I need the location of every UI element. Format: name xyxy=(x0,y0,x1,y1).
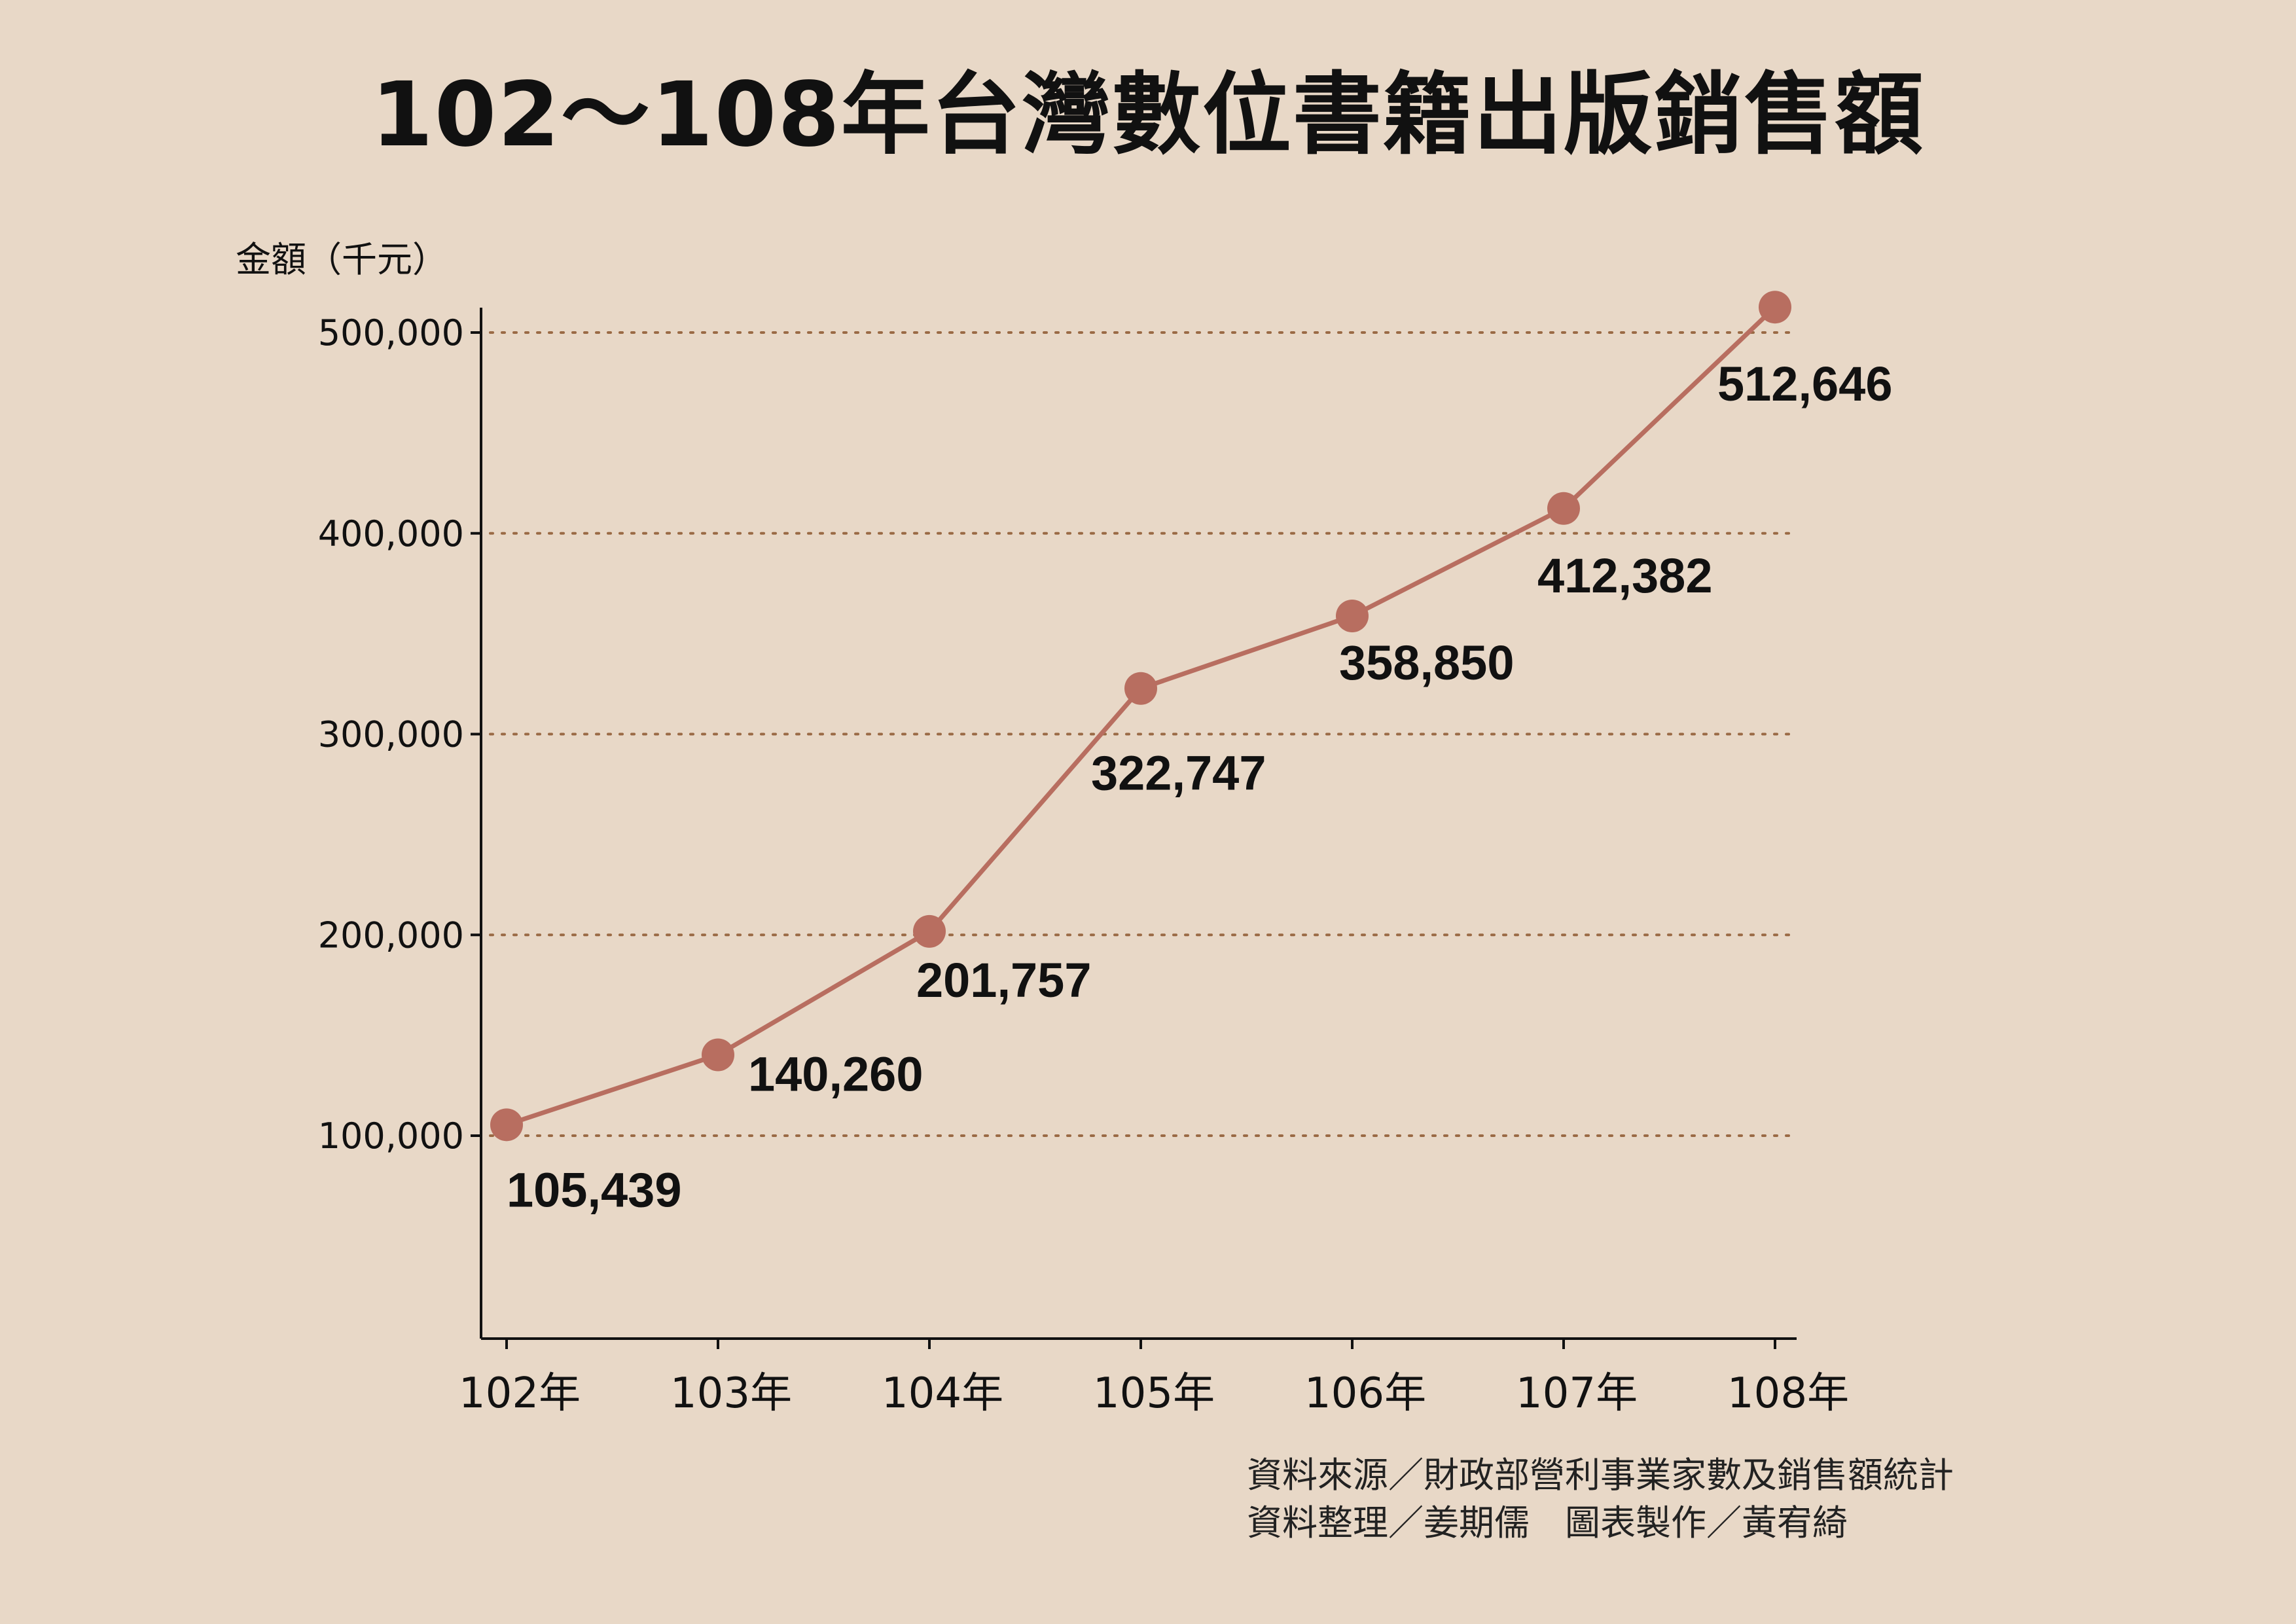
data-point xyxy=(702,1038,734,1072)
y-ticks: 100,000 200,000 300,000 400,000 500,000 xyxy=(318,312,481,1157)
data-label: 512,646 xyxy=(1717,357,1893,411)
x-tick-label: 108年 xyxy=(1727,1369,1849,1418)
data-point xyxy=(913,914,946,948)
series-line xyxy=(505,305,1777,1127)
y-tick-label: 100,000 xyxy=(318,1115,464,1157)
data-labels: 105,439 140,260 201,757 322,747 358,850 412,3… xyxy=(507,357,1893,1217)
data-point xyxy=(1124,672,1157,705)
data-label: 105,439 xyxy=(507,1163,682,1217)
x-tick-label: 103年 xyxy=(670,1369,792,1418)
y-tick-label: 200,000 xyxy=(318,914,464,956)
y-tick-label: 400,000 xyxy=(318,513,464,554)
axes xyxy=(480,308,1797,1340)
gridlines xyxy=(489,331,1798,1137)
data-label: 201,757 xyxy=(916,953,1092,1007)
data-point xyxy=(1547,492,1580,525)
x-ticks: 102年 103年 104年 105年 106年 107年 108年 xyxy=(459,1339,1849,1418)
x-tick-label: 104年 xyxy=(882,1369,1003,1418)
data-markers xyxy=(490,291,1791,1142)
chart-title: 102～108年台灣數位書籍出版銷售額 xyxy=(371,63,1925,167)
x-tick-label: 106年 xyxy=(1304,1369,1426,1418)
x-tick-label: 102年 xyxy=(459,1369,581,1418)
y-tick-label: 500,000 xyxy=(318,312,464,353)
x-tick-label: 107年 xyxy=(1516,1369,1638,1418)
y-tick-label: 300,000 xyxy=(318,714,464,755)
data-point xyxy=(1336,599,1369,632)
series-line-path xyxy=(505,305,1777,1127)
x-tick-label: 105年 xyxy=(1093,1369,1215,1418)
data-label: 412,382 xyxy=(1537,549,1713,603)
data-point xyxy=(490,1108,523,1142)
credits: 資料整理／姜期儒 圖表製作／黃宥綺 xyxy=(1247,1502,1848,1543)
data-label: 322,747 xyxy=(1091,746,1266,801)
data-point xyxy=(1759,291,1791,324)
data-label: 358,850 xyxy=(1339,636,1515,690)
y-axis-label: 金額（千元） xyxy=(236,239,448,280)
data-label: 140,260 xyxy=(748,1047,924,1102)
source-credit: 資料來源／財政部營利事業家數及銷售額統計 xyxy=(1247,1454,1954,1496)
